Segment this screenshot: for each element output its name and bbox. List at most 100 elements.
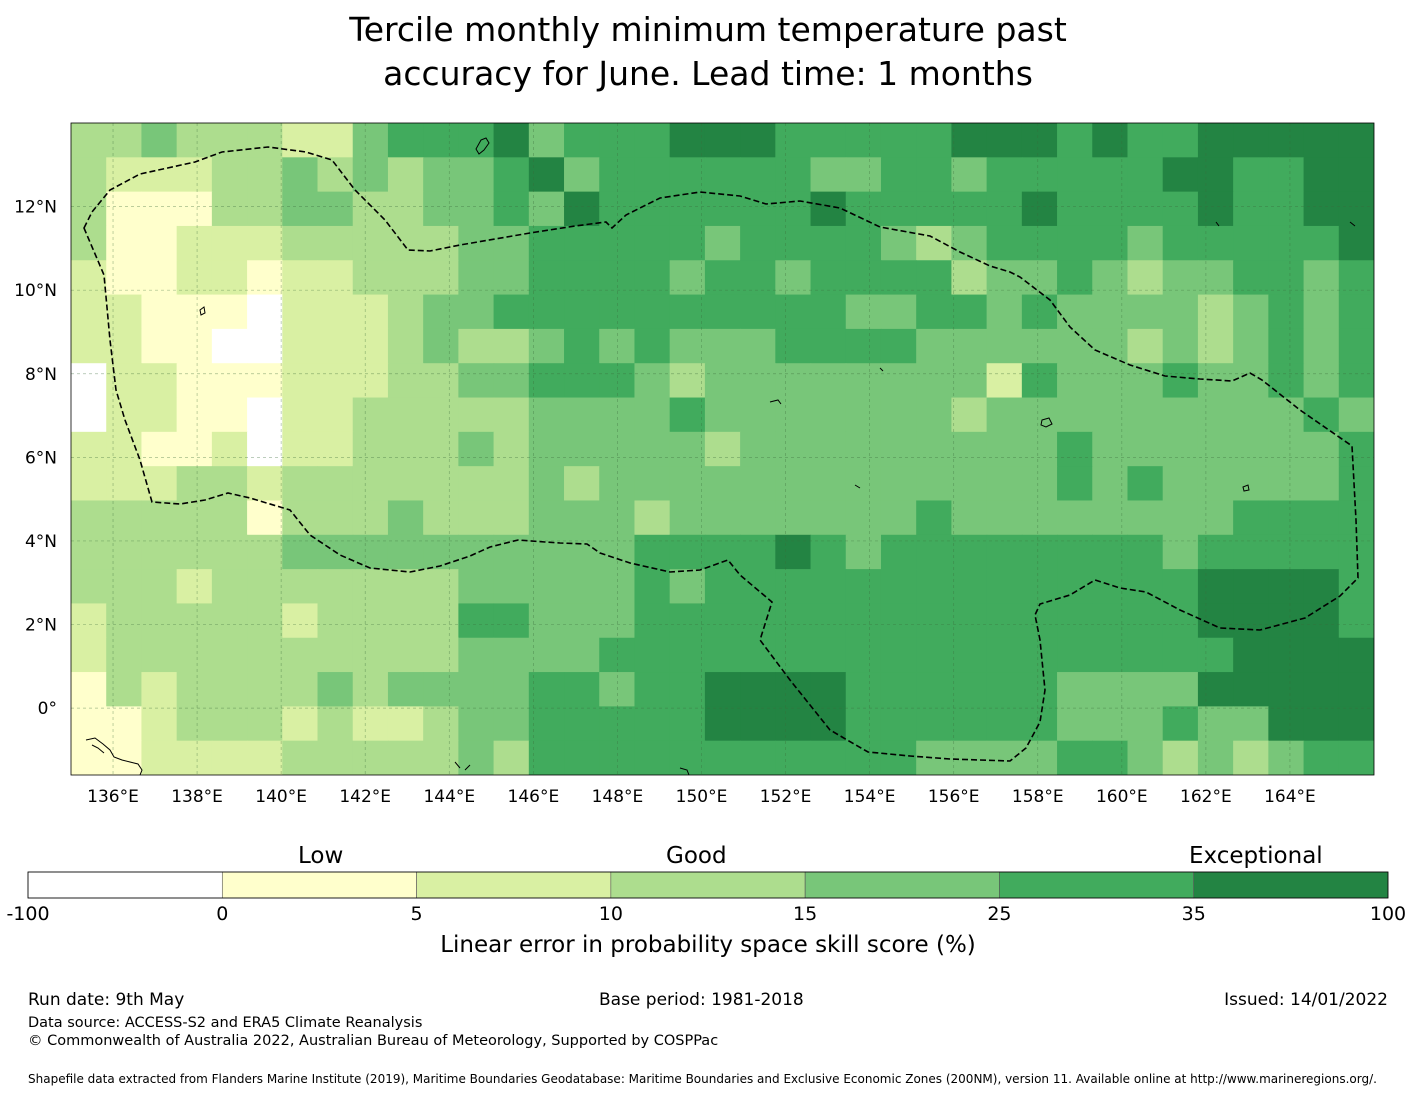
grid-cell: [740, 260, 776, 296]
grid-cell: [352, 672, 389, 707]
grid-cell: [528, 397, 565, 433]
grid-cell: [845, 569, 882, 605]
grid-cell: [704, 706, 741, 742]
grid-cell: [986, 123, 1023, 158]
grid-cell: [352, 569, 389, 605]
grid-cell: [916, 431, 953, 467]
grid-cell: [986, 363, 1023, 399]
grid-cell: [951, 672, 988, 707]
grid-cell: [1338, 328, 1374, 364]
grid-cell: [740, 534, 776, 570]
grid-cell: [704, 740, 741, 775]
grid-cell: [352, 123, 389, 158]
grid-cell: [916, 294, 953, 330]
grid-cell: [704, 500, 741, 536]
grid-cell: [1233, 363, 1269, 399]
grid-cell: [1057, 569, 1093, 605]
grid-cell: [1233, 328, 1269, 364]
grid-cell: [775, 431, 812, 467]
grid-cell: [916, 706, 953, 742]
grid-cell: [71, 603, 107, 639]
grid-cell: [1057, 431, 1093, 467]
grid-cell: [845, 363, 882, 399]
grid-cell: [106, 328, 143, 364]
grid-cell: [176, 706, 213, 742]
grid-cell: [669, 431, 706, 467]
colorbar-segment: [221, 871, 417, 899]
grid-cell: [493, 500, 530, 536]
grid-cell: [493, 672, 530, 707]
grid-cell: [704, 637, 741, 673]
grid-cell: [1127, 603, 1164, 639]
grid-cell: [599, 328, 636, 364]
grid-cell: [599, 397, 636, 433]
grid-cell: [528, 431, 565, 467]
lon-tick-label: 138°E: [171, 787, 223, 807]
grid-cell: [704, 260, 741, 296]
grid-cell: [1197, 397, 1234, 433]
category-exceptional: Exceptional: [1189, 843, 1323, 869]
grid-cell: [1057, 260, 1093, 296]
lat-tick-label: 0°: [38, 699, 57, 719]
grid-cell: [1338, 466, 1374, 502]
lon-tick-label: 142°E: [339, 787, 391, 807]
grid-cell: [740, 431, 776, 467]
grid-cell: [1057, 157, 1093, 193]
grid-cell: [1057, 191, 1093, 227]
grid-cell: [493, 637, 530, 673]
grid-cell: [634, 706, 671, 742]
grid-cell: [986, 328, 1023, 364]
grid-cell: [211, 191, 248, 227]
grid-cell: [1092, 397, 1129, 433]
grid-cell: [317, 260, 354, 296]
grid-cell: [1021, 603, 1058, 639]
grid-cell: [282, 294, 319, 330]
grid-cell: [1338, 363, 1374, 399]
grid-cell: [845, 534, 882, 570]
grid-cell: [282, 603, 319, 639]
grid-cell: [1197, 740, 1234, 775]
grid-cell: [1092, 637, 1129, 673]
colorbar-bound-label: 15: [793, 903, 817, 925]
grid-cell: [1127, 672, 1164, 707]
grid-cell: [141, 328, 178, 364]
grid-cell: [1092, 706, 1129, 742]
grid-cell: [317, 500, 354, 536]
grid-cell: [1197, 637, 1234, 673]
grid-cell: [880, 260, 917, 296]
grid-cell: [1268, 294, 1305, 330]
grid-cell: [599, 123, 636, 158]
grid-cell: [564, 569, 600, 605]
grid-cell: [141, 569, 178, 605]
grid-cell: [845, 500, 882, 536]
grid-cell: [1127, 431, 1164, 467]
grid-cell: [528, 706, 565, 742]
grid-cell: [880, 123, 917, 158]
grid-cell: [1268, 500, 1305, 536]
lat-tick-label: 8°N: [25, 365, 57, 385]
grid-cell: [810, 191, 847, 227]
colorbar-bound-label: 5: [411, 903, 423, 925]
grid-cell: [176, 191, 213, 227]
grid-cell: [1197, 123, 1234, 158]
grid-cell: [1303, 534, 1340, 570]
grid-cell: [423, 260, 459, 296]
grid-cell: [1021, 431, 1058, 467]
grid-cell: [599, 225, 636, 261]
grid-cell: [704, 294, 741, 330]
colorbar-bound-label: 100: [1370, 903, 1406, 925]
grid-cell: [1303, 706, 1340, 742]
grid-cell: [141, 672, 178, 707]
grid-cell: [634, 397, 671, 433]
grid-cell: [106, 191, 143, 227]
grid-cell: [423, 706, 459, 742]
grid-cell: [106, 740, 143, 775]
grid-cell: [211, 706, 248, 742]
grid-cell: [71, 672, 107, 707]
grid-cell: [352, 397, 389, 433]
grid-cell: [458, 500, 495, 536]
grid-cell: [775, 191, 812, 227]
grid-cell: [704, 603, 741, 639]
grid-cell: [634, 500, 671, 536]
